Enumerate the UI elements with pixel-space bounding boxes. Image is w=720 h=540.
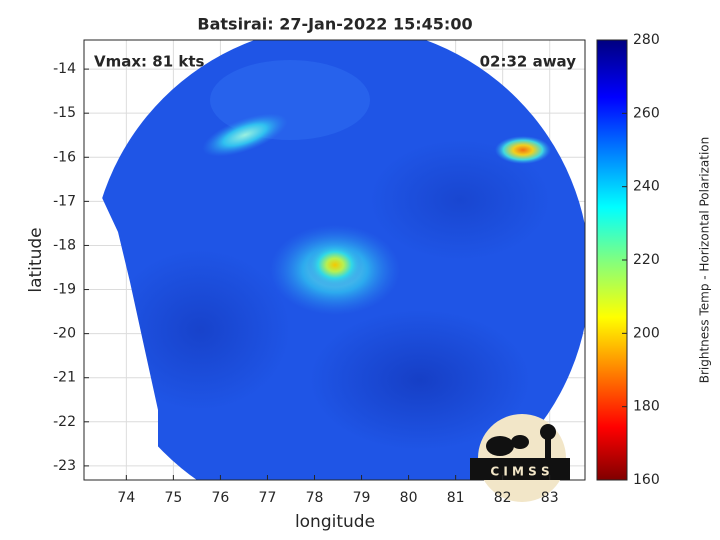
- colorbar-tick-label: 220: [633, 252, 660, 268]
- x-tick-label: 74: [117, 490, 135, 506]
- logo-text: C I M S S: [490, 465, 549, 479]
- y-tick-label: -15: [53, 105, 76, 121]
- logo: C I M S S: [470, 414, 570, 502]
- x-tick-label: 75: [164, 490, 182, 506]
- colorbar-label: Brightness Temp - Horizontal Polarizatio…: [698, 137, 712, 384]
- x-tick-label: 76: [212, 490, 230, 506]
- x-tick-label: 77: [259, 490, 277, 506]
- colorbar-tick-label: 200: [633, 325, 660, 341]
- colorbar-tick-label: 160: [633, 472, 660, 488]
- x-tick-label: 83: [541, 490, 559, 506]
- y-tick-label: -16: [53, 149, 76, 165]
- colorbar-tick-label: 280: [633, 32, 660, 48]
- x-tick-label: 82: [494, 490, 512, 506]
- x-tick-label: 78: [306, 490, 324, 506]
- colorbar-tick-label: 180: [633, 399, 660, 415]
- y-tick-label: -21: [53, 370, 76, 386]
- annotation: 02:32 away: [480, 53, 577, 71]
- y-tick-label: -14: [53, 61, 76, 77]
- colorbar-tick-label: 240: [633, 179, 660, 195]
- y-tick-label: -19: [53, 282, 76, 298]
- y-tick-label: -17: [53, 193, 76, 209]
- colorbar-tick-label: 260: [633, 105, 660, 121]
- y-tick-label: -18: [53, 237, 76, 253]
- imagery: [97, 40, 585, 480]
- x-axis-label: longitude: [295, 512, 375, 532]
- x-tick-label: 79: [353, 490, 371, 506]
- plot-frame: [83, 39, 586, 481]
- x-tick-label: 81: [447, 490, 465, 506]
- annotation: Vmax: 81 kts: [94, 53, 204, 71]
- x-tick-label: 80: [400, 490, 418, 506]
- y-tick-label: -20: [53, 326, 76, 342]
- y-tick-label: -23: [53, 458, 76, 474]
- chart-title: Batsirai: 27-Jan-2022 15:45:00: [197, 15, 472, 34]
- y-tick-label: -22: [53, 414, 76, 430]
- y-axis-label: latitude: [26, 227, 46, 292]
